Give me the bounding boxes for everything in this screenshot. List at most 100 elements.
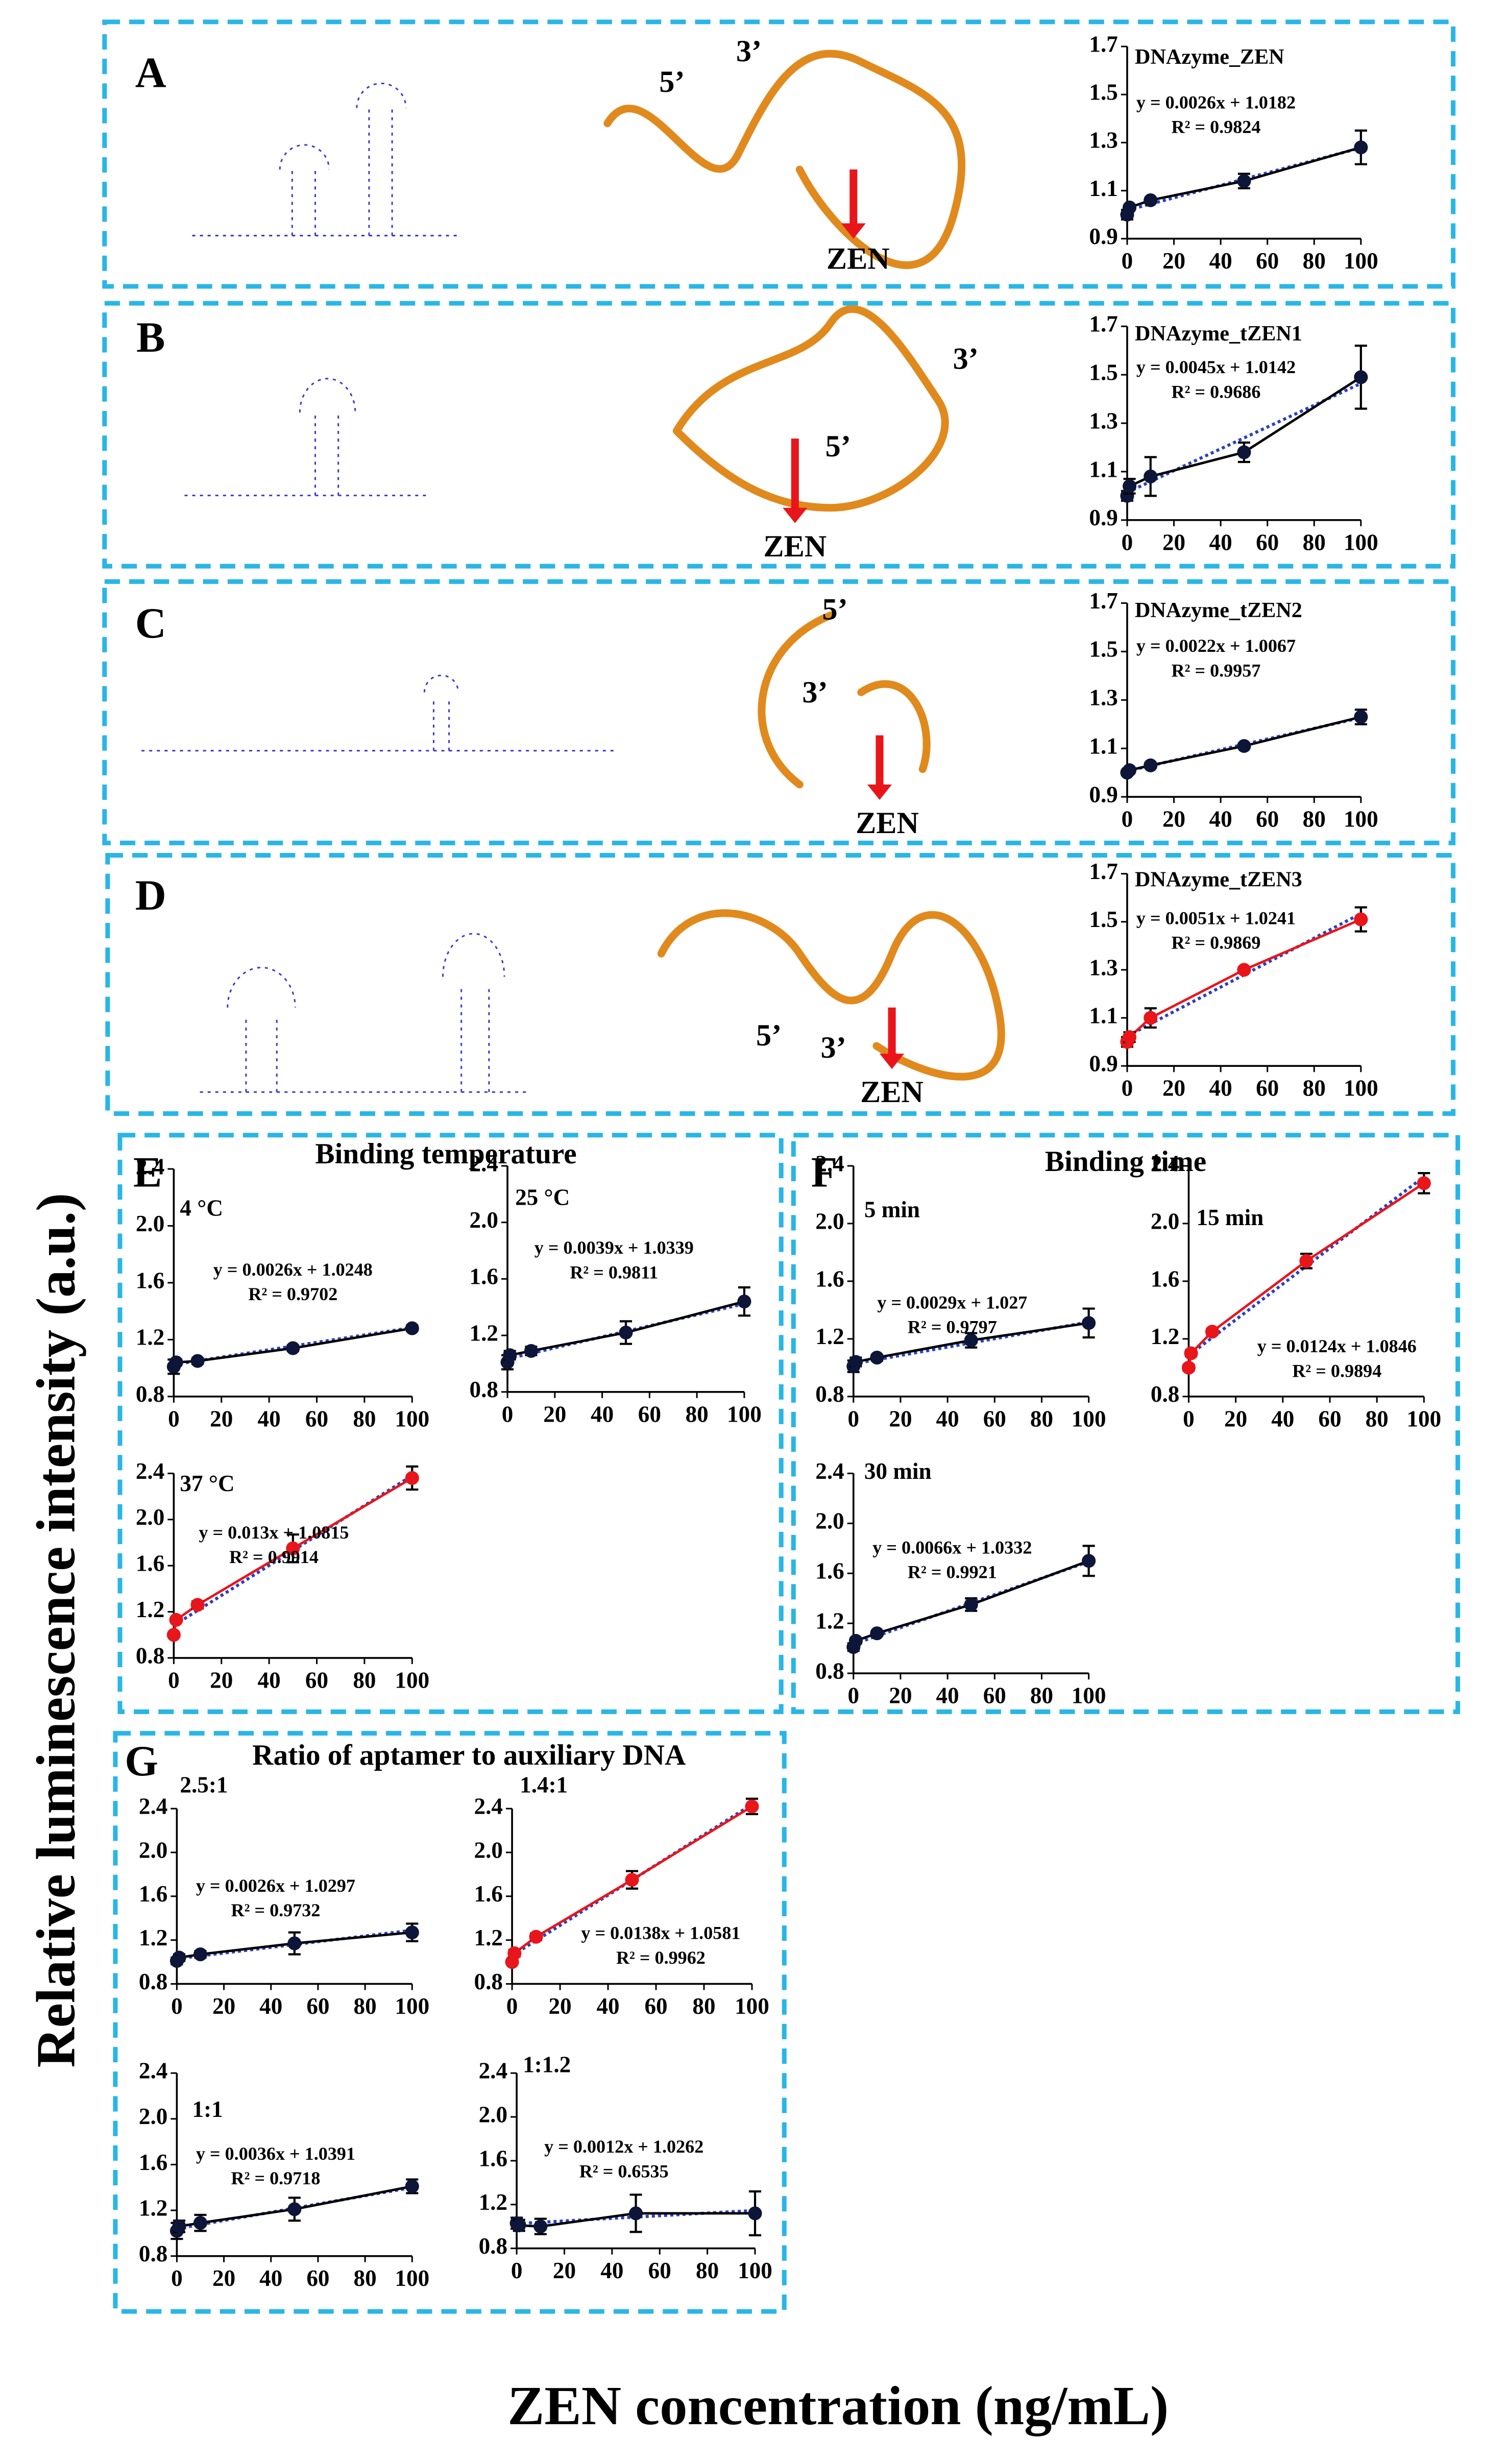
data-point: [166, 1628, 181, 1642]
data-point: [405, 2179, 419, 2193]
frame-f: [791, 1133, 1461, 1714]
x-tick-label: 0: [1122, 248, 1133, 274]
data-point: [1144, 1011, 1158, 1025]
data-point: [1144, 193, 1158, 207]
x-tick-label: 100: [395, 2265, 429, 2291]
data-point: [1237, 445, 1251, 459]
y-tick-label: 1.6: [139, 2150, 167, 2175]
chart-title: 15 min: [1197, 1205, 1264, 1230]
x-tick-label: 60: [1256, 529, 1279, 555]
x-tick-label: 60: [644, 1993, 667, 2019]
y-tick-label: 0.8: [474, 1969, 503, 1994]
y-tick-label: 1.6: [479, 2145, 507, 2171]
group-title: Binding time: [1045, 1145, 1206, 1178]
data-point: [870, 1626, 884, 1641]
x-tick-label: 80: [1030, 1683, 1053, 1709]
y-tick-label: 1.2: [1151, 1324, 1179, 1349]
y-tick-label: 2.0: [815, 1208, 844, 1234]
data-point: [1299, 1254, 1314, 1268]
y-tick-label: 2.4: [469, 1151, 498, 1176]
x-tick-label: 0: [1122, 807, 1133, 832]
x-tick-label: 60: [305, 1406, 328, 1431]
data-point: [190, 1354, 205, 1368]
data-point: [1237, 174, 1251, 188]
frame-a: [102, 19, 1456, 289]
data-point: [405, 1321, 419, 1335]
data-point: [169, 1613, 183, 1627]
ribbon-d: [657, 909, 1005, 1081]
y-tick-label: 1.2: [474, 1925, 503, 1950]
chart-title: DNAzyme_ZEN: [1135, 45, 1284, 69]
x-tick-label: 0: [171, 1993, 183, 2019]
data-point: [405, 1471, 419, 1485]
x-tick-label: 60: [983, 1683, 1006, 1709]
chart-title: DNAzyme_tZEN3: [1135, 867, 1302, 891]
target-label: ZEN: [856, 806, 919, 840]
data-point: [625, 1873, 639, 1887]
x-tick-label: 40: [1271, 1406, 1294, 1431]
y-tick-label: 1.1: [1089, 176, 1117, 201]
equation: y = 0.0036x + 1.0391: [196, 2143, 355, 2164]
y-tick-label: 2.4: [479, 2058, 507, 2084]
x-tick-label: 20: [1162, 248, 1185, 274]
hairpin-c: [141, 674, 615, 752]
chart-title: DNAzyme_tZEN2: [1135, 598, 1302, 622]
x-tick-label: 0: [171, 2265, 183, 2291]
x-tick-label: 0: [847, 1406, 859, 1431]
x-tick-label: 20: [548, 1993, 571, 2019]
y-tick-label: 1.2: [139, 2195, 167, 2221]
x-tick-label: 0: [168, 1667, 180, 1693]
x-tick-label: 80: [354, 1993, 377, 2019]
x-tick-label: 80: [354, 2265, 377, 2291]
ribbon-b: [672, 305, 949, 512]
y-tick-label: 1.6: [136, 1551, 164, 1576]
y-tick-label: 0.8: [815, 1658, 844, 1684]
data-point: [405, 1925, 419, 1940]
data-point: [1354, 710, 1368, 724]
x-tick-label: 100: [395, 1667, 429, 1693]
equation: y = 0.0026x + 1.0182: [1136, 92, 1296, 112]
chart-title: 1:1.2: [523, 2052, 571, 2078]
r-squared: R² = 0.6535: [579, 2161, 669, 2181]
y-tick-label: 2.0: [474, 1837, 503, 1863]
panel-letter: G: [125, 1738, 158, 1785]
equation: y = 0.013x + 1.0815: [199, 1522, 349, 1543]
x-tick-label: 40: [258, 1406, 281, 1431]
y-tick-label: 2.4: [1151, 1151, 1179, 1176]
data-point: [1122, 200, 1137, 214]
data-point: [1354, 370, 1368, 384]
y-tick-label: 2.4: [815, 1458, 844, 1484]
y-tick-label: 2.0: [479, 2102, 507, 2127]
data-point: [964, 1597, 978, 1612]
y-tick-label: 1.2: [139, 1925, 167, 1950]
three-prime: 3’: [821, 1031, 846, 1065]
chart-title: 2.5:1: [180, 1772, 228, 1797]
y-tick-label: 0.8: [136, 1643, 164, 1668]
r-squared: R² = 0.9869: [1172, 933, 1261, 953]
frame-d: [105, 852, 1456, 1116]
x-tick-label: 0: [1122, 1076, 1133, 1101]
panel-letter: A: [135, 50, 166, 97]
data-point: [964, 1333, 978, 1348]
x-tick-label: 80: [1030, 1406, 1053, 1431]
y-tick-label: 1.5: [1089, 360, 1117, 385]
y-tick-label: 2.4: [815, 1151, 844, 1176]
y-tick-label: 2.0: [139, 1837, 167, 1863]
r-squared: R² = 0.9797: [908, 1317, 997, 1337]
arrow-head: [783, 507, 808, 523]
five-prime: 5’: [825, 429, 851, 463]
y-tick-label: 1.3: [1089, 685, 1117, 711]
chart-title: 5 min: [864, 1197, 920, 1223]
tertiary-structures: [603, 50, 1005, 1081]
x-tick-label: 100: [1344, 248, 1378, 274]
y-tick-label: 2.4: [139, 1793, 167, 1819]
data-point: [1205, 1325, 1220, 1339]
target-label: ZEN: [763, 529, 827, 564]
frame-e: [117, 1133, 784, 1714]
r-squared: R² = 0.9824: [1172, 117, 1261, 137]
five-prime: 5’: [822, 592, 848, 626]
target-label: ZEN: [860, 1075, 923, 1109]
x-tick-label: 40: [259, 1993, 282, 2019]
x-tick-label: 20: [1162, 807, 1185, 832]
x-tick-label: 0: [511, 2258, 523, 2283]
